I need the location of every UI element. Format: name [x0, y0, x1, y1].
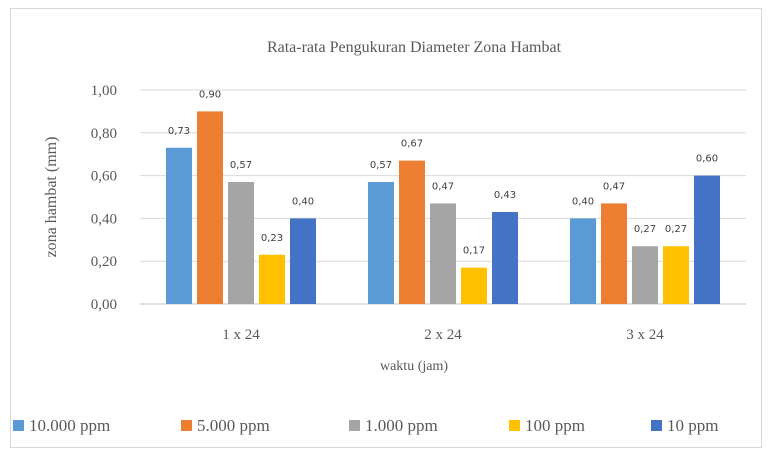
chart-title: Rata-rata Pengukuran Diameter Zona Hamba… — [267, 39, 562, 56]
y-tick-label: 1,00 — [91, 83, 117, 99]
bar — [290, 218, 316, 304]
data-label: 0,17 — [463, 246, 485, 257]
legend-entry: 100 ppm — [525, 416, 585, 435]
bar — [632, 246, 658, 304]
x-tick-label: 2 x 24 — [424, 327, 462, 343]
x-tick-label: 3 x 24 — [626, 327, 664, 343]
y-tick-label: 0,40 — [91, 211, 117, 227]
data-label: 0,47 — [432, 181, 454, 192]
bar — [570, 218, 596, 304]
data-label: 0,23 — [261, 233, 283, 244]
bar — [368, 182, 394, 304]
data-label: 0,40 — [572, 196, 594, 207]
bar — [663, 246, 689, 304]
data-label: 0,27 — [665, 224, 687, 235]
bar — [228, 182, 254, 304]
y-tick-label: 0,80 — [91, 126, 117, 142]
legend-entry: 10.000 ppm — [29, 416, 110, 435]
data-label: 0,43 — [494, 190, 516, 201]
y-tick-label: 0,00 — [91, 297, 117, 313]
x-axis-ticks: 1 x 24 2 x 24 3 x 24 — [222, 327, 664, 343]
bar — [259, 254, 285, 304]
legend: 10.000 ppm 5.000 ppm 1.000 ppm 100 ppm 10 pp… — [13, 416, 718, 435]
legend-entry: 1.000 ppm — [365, 416, 438, 435]
data-label: 0,47 — [603, 181, 625, 192]
y-axis-ticks: 0,00 0,20 0,40 0,60 0,80 1,00 — [91, 83, 117, 313]
legend-swatch — [349, 420, 360, 431]
x-tick-label: 1 x 24 — [222, 327, 260, 343]
bar — [197, 111, 223, 305]
bar — [166, 147, 192, 304]
data-label: 0,57 — [370, 160, 392, 171]
data-label: 0,60 — [696, 154, 718, 165]
bars — [166, 111, 720, 305]
bar — [399, 160, 425, 304]
y-tick-label: 0,20 — [91, 254, 117, 270]
bar — [430, 203, 456, 304]
bar — [461, 267, 487, 304]
legend-swatch — [651, 420, 662, 431]
bar — [694, 175, 720, 304]
data-labels: 0,73 0,90 0,57 0,23 0,40 0,57 0,67 0,47 0,17 0,43… — [168, 89, 718, 256]
legend-entry: 10 ppm — [667, 416, 718, 435]
y-tick-label: 0,60 — [91, 169, 117, 185]
legend-swatch — [181, 420, 192, 431]
legend-entry: 5.000 ppm — [197, 416, 270, 435]
data-label: 0,57 — [230, 160, 252, 171]
y-axis-label: zona hambat (mm) — [43, 137, 60, 258]
data-label: 0,40 — [292, 196, 314, 207]
data-label: 0,67 — [401, 139, 423, 150]
data-label: 0,27 — [634, 224, 656, 235]
data-label: 0,90 — [199, 89, 221, 100]
legend-swatch — [509, 420, 520, 431]
bar — [601, 203, 627, 304]
bar — [492, 211, 518, 304]
data-label: 0,73 — [168, 126, 190, 137]
x-axis-label: waktu (jam) — [380, 359, 448, 374]
legend-swatch — [13, 420, 24, 431]
